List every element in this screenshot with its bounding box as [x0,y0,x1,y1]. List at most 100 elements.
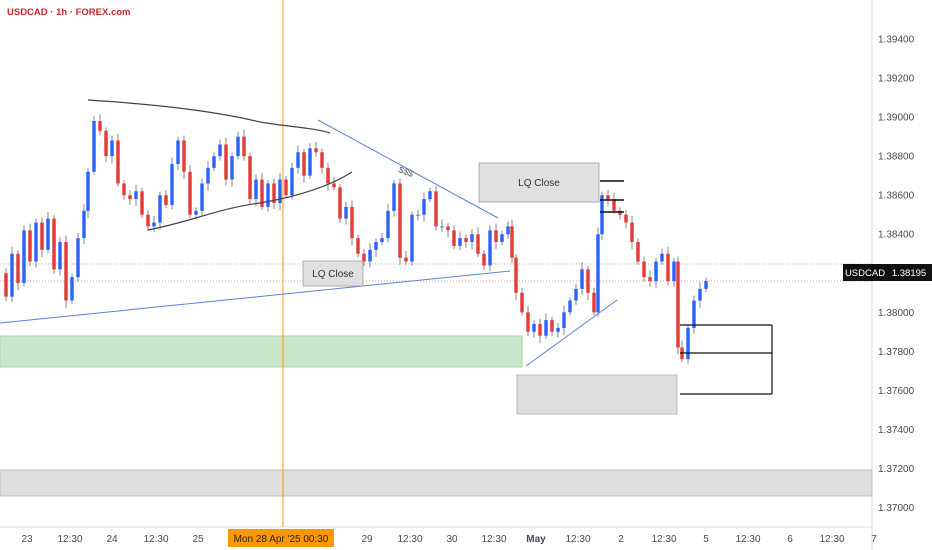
candle-down [452,230,456,246]
candle-down [320,152,324,168]
candle-down [356,238,360,254]
candle-down [28,230,32,262]
highlight-date-label: Mon 28 Apr '25 00:30 [234,534,329,545]
candle-down [624,214,628,223]
candle-down [164,195,168,205]
candles [4,114,708,364]
candle-down [40,222,44,250]
time-tick-label: 5 [703,534,709,545]
price-tick-label: 1.39200 [878,74,915,85]
candle-up [574,288,578,301]
price-tick-label: 1.39000 [878,113,915,124]
candle-up [70,277,74,301]
candle-down [606,195,610,200]
candle-down [140,191,144,215]
liquidity-marker: $$$ [397,164,415,179]
candle-down [538,324,542,336]
candle-up [654,261,658,282]
candle-up [488,230,492,266]
candle-down [666,253,670,282]
candle-up [278,179,282,203]
time-tick-label: 12:30 [651,534,676,545]
candle-down [434,191,438,227]
candle-down [128,195,132,200]
price-tick-label: 1.37000 [878,503,915,514]
candle-up [380,238,384,243]
candle-down [104,130,108,157]
candle-up [236,136,240,157]
candle-down [618,210,622,215]
candle-up [392,183,396,211]
candle-up [440,226,444,228]
candle-down [526,312,530,332]
lq-close-label-2: LQ Close [518,178,560,189]
lq-close-box-2 [478,162,600,203]
candle-up [692,300,696,328]
candle-up [422,199,426,215]
candle-down [116,140,120,184]
candle-down [362,253,366,262]
candle-up [458,238,462,246]
candle-down [302,152,306,176]
candle-up [386,210,390,239]
symbol-badge-label: USDCAD [845,268,885,279]
price-tick-label: 1.37400 [878,425,915,436]
candle-up [506,226,510,235]
last-price-label: 1.38195 [892,268,926,279]
candle-up [470,234,474,243]
candle-up [374,242,378,250]
candle-up [58,242,62,270]
candle-down [260,179,264,207]
rising-channel-line [525,299,618,367]
candle-up [266,183,270,207]
candle-up [206,167,210,184]
last-price-badge [887,264,932,281]
candle-down [550,320,554,332]
candle-down [494,230,498,243]
candle-down [332,183,336,188]
candle-up [110,140,114,157]
candle-down [314,148,318,153]
demand-zone-green [0,335,523,368]
candle-up [176,140,180,164]
time-tick-label: 12:30 [819,534,844,545]
time-tick-label: 12:30 [57,534,82,545]
candle-down [4,273,8,297]
candle-down [182,140,186,172]
upper-wedge-line [87,99,331,134]
candle-up [428,191,432,200]
candle-up [254,179,258,200]
price-tick-label: 1.39400 [878,35,915,46]
candle-up [296,152,300,168]
candle-up [230,156,234,180]
candle-down [52,218,56,270]
candle-up [704,281,708,289]
candle-up [34,222,38,262]
time-tick-label: 30 [446,534,458,545]
time-tick-label: 12:30 [565,534,590,545]
liquidity-box-right [516,374,678,415]
candle-up [532,324,536,332]
candle-down [676,261,680,348]
candle-up [416,214,420,216]
candle-up [22,230,26,284]
candle-down [98,121,102,131]
candle-down [482,253,486,266]
candle-up [344,206,348,219]
candle-up [308,148,312,176]
candle-up [134,191,138,200]
candle-down [326,167,330,184]
highlight-date-badge [228,529,334,547]
range-zone-gray-bottom [0,469,873,497]
candle-down [612,199,616,211]
candle-up [76,238,80,278]
candle-down [242,136,246,157]
time-ticks: 23 12:30 24 12:30 25 29 12:30 30 12:30 May 12:30 2 1… [21,529,877,547]
candle-up [562,312,566,328]
candle-up [568,300,572,313]
candle-down [398,183,402,258]
time-tick-label: 29 [361,534,373,545]
candle-down [16,253,20,284]
candle-up [368,249,372,262]
